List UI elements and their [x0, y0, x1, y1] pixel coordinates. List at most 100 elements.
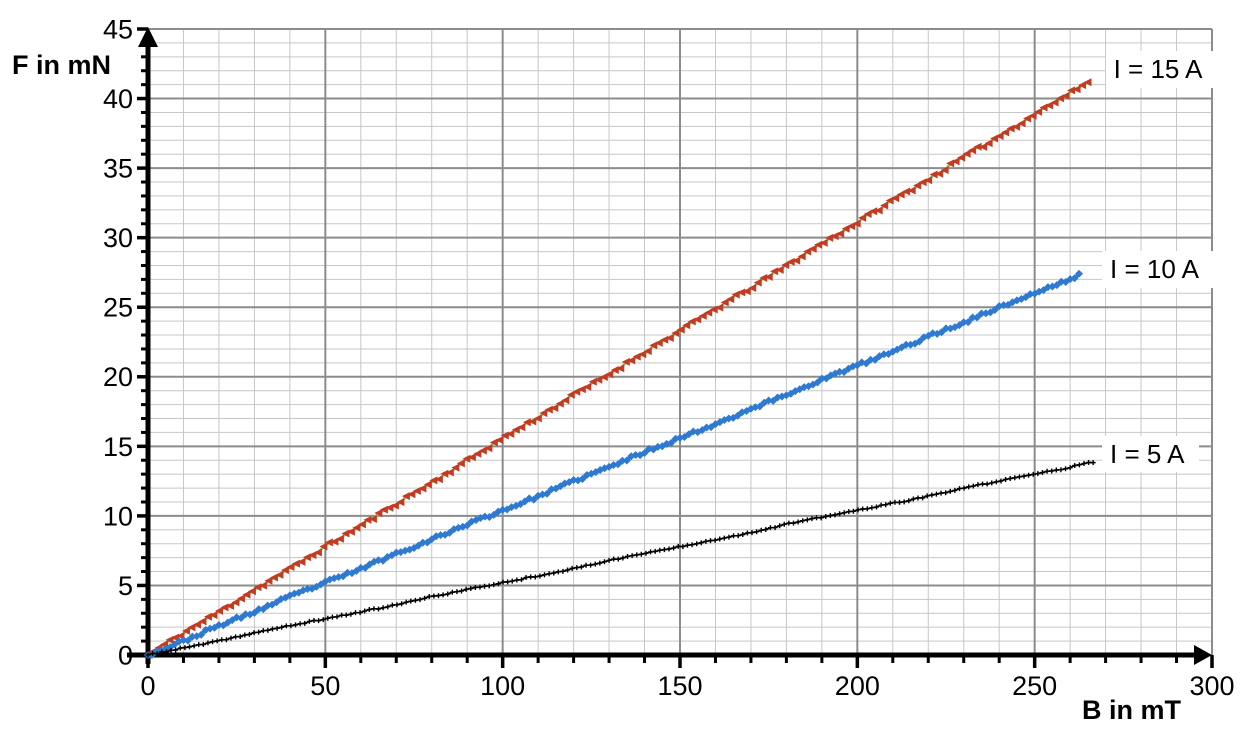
series-marker-triangle-icon [929, 170, 938, 179]
series-marker-diamond-icon [879, 350, 888, 359]
series-marker-triangle-icon [693, 315, 702, 324]
series-marker-plus-icon [320, 617, 326, 623]
series-marker-diamond-icon [1017, 295, 1026, 304]
series-marker-plus-icon [163, 649, 169, 655]
series-marker-plus-icon [246, 631, 252, 637]
series-marker-triangle-icon [456, 459, 465, 468]
series-marker-diamond-icon [702, 423, 711, 432]
series-marker-plus-icon [574, 565, 580, 571]
series-marker-plus-icon [1053, 467, 1059, 473]
series-marker-plus-icon [565, 567, 571, 573]
series-marker-triangle-icon [352, 523, 361, 532]
series-label-15a: I = 15 A [1105, 51, 1217, 88]
series-marker-triangle-icon [621, 357, 630, 366]
series-marker-plus-icon [795, 519, 801, 525]
series-marker-plus-icon [998, 478, 1004, 484]
series-marker-plus-icon [343, 612, 349, 618]
series-marker-plus-icon [731, 533, 737, 539]
series-marker-plus-icon [159, 649, 165, 655]
series-marker-plus-icon [984, 481, 990, 487]
series-marker-plus-icon [348, 611, 354, 617]
series-marker-diamond-icon [418, 538, 427, 547]
series-marker-triangle-icon [198, 617, 207, 626]
series-marker-triangle-icon [907, 186, 916, 195]
series-marker-plus-icon [592, 561, 598, 567]
series-marker-triangle-icon [781, 260, 790, 269]
series-marker-plus-icon [366, 607, 372, 613]
series-marker-plus-icon [689, 542, 695, 548]
series-marker-triangle-icon [654, 338, 663, 347]
series-marker-plus-icon [947, 488, 953, 494]
series-marker-triangle-icon [236, 594, 245, 603]
series-marker-plus-icon [809, 516, 815, 522]
series-marker-plus-icon [1026, 472, 1032, 478]
series-marker-plus-icon [906, 498, 912, 504]
series-marker-triangle-icon [335, 534, 344, 543]
series-marker-triangle-icon [594, 375, 603, 384]
series-marker-triangle-icon [434, 475, 443, 484]
series-marker-plus-icon [671, 545, 677, 551]
series-marker-diamond-icon [343, 568, 352, 577]
series-marker-plus-icon [790, 520, 796, 526]
series-marker-plus-icon [818, 515, 824, 521]
series-marker-plus-icon [1030, 471, 1036, 477]
series-marker-triangle-icon [264, 576, 273, 585]
series-marker-plus-icon [708, 538, 714, 544]
series-marker-triangle-icon [165, 635, 174, 644]
series-marker-triangle-icon [511, 425, 520, 434]
series-marker-triangle-icon [715, 303, 724, 312]
series-marker-plus-icon [509, 578, 515, 584]
series-marker-diamond-icon [254, 605, 263, 614]
series-marker-triangle-icon [522, 418, 531, 427]
series-marker-triangle-icon [363, 515, 372, 524]
series-marker-triangle-icon [830, 232, 839, 241]
series-marker-plus-icon [352, 610, 358, 616]
series-marker-triangle-icon [275, 570, 284, 579]
series-marker-diamond-icon [378, 556, 387, 565]
series-marker-plus-icon [684, 542, 690, 548]
series-marker-diamond-icon [871, 355, 880, 364]
series-marker-plus-icon [168, 647, 174, 653]
series-marker-plus-icon [200, 642, 206, 648]
series-marker-triangle-icon [720, 298, 729, 307]
series-marker-plus-icon [657, 547, 663, 553]
x-tick-label: 100 [480, 671, 525, 701]
series-marker-plus-icon [989, 480, 995, 486]
series-marker-plus-icon [837, 511, 843, 517]
series-marker-plus-icon [380, 605, 386, 611]
series-marker-triangle-icon [181, 626, 190, 635]
series-marker-triangle-icon [418, 484, 427, 493]
series-marker-plus-icon [915, 495, 921, 501]
series-marker-triangle-icon [258, 581, 267, 590]
x-tick-label: 250 [1012, 671, 1057, 701]
series-marker-diamond-icon [569, 476, 578, 485]
series-marker-plus-icon [675, 543, 681, 549]
series-marker-triangle-icon [753, 278, 762, 287]
series-marker-plus-icon [339, 612, 345, 618]
series-marker-triangle-icon [495, 436, 504, 445]
series-marker-triangle-icon [1006, 124, 1015, 133]
series-marker-triangle-icon [368, 515, 377, 524]
series-marker-diamond-icon [667, 438, 676, 447]
series-marker-plus-icon [841, 510, 847, 516]
series-marker-diamond-icon [973, 313, 982, 322]
series-marker-plus-icon [177, 645, 183, 651]
series-marker-plus-icon [1044, 468, 1050, 474]
series-marker-diamond-icon [640, 448, 649, 457]
series-marker-triangle-icon [770, 267, 779, 276]
series-marker-triangle-icon [737, 288, 746, 297]
series-marker-diamond-icon [813, 378, 822, 387]
series-marker-plus-icon [620, 555, 626, 561]
series-marker-triangle-icon [682, 321, 691, 330]
series-marker-plus-icon [961, 485, 967, 491]
series-marker-plus-icon [468, 586, 474, 592]
series-marker-plus-icon [1058, 467, 1064, 473]
series-marker-plus-icon [1007, 476, 1013, 482]
series-marker-triangle-icon [440, 469, 449, 478]
series-marker-triangle-icon [880, 201, 889, 210]
series-marker-plus-icon [357, 610, 363, 616]
series-marker-triangle-icon [610, 366, 619, 375]
series-marker-plus-icon [694, 541, 700, 547]
series-marker-triangle-icon [836, 229, 845, 238]
